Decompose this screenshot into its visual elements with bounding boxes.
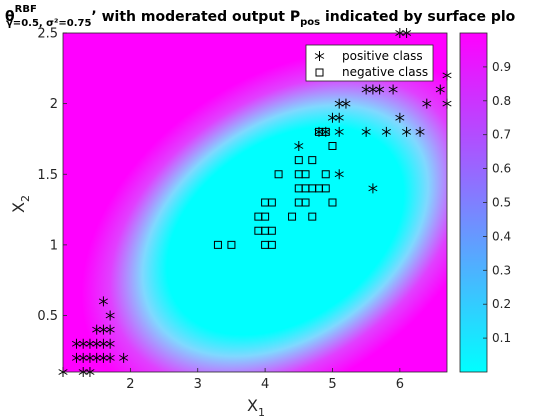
negative-point xyxy=(227,240,236,249)
positive-point xyxy=(78,338,88,349)
colorbar-tick-label: 0.8 xyxy=(492,94,511,108)
negative-point xyxy=(308,156,317,165)
positive-point xyxy=(85,338,95,349)
x-tick-label: 3 xyxy=(194,377,202,392)
positive-point xyxy=(395,112,405,123)
positive-point xyxy=(98,324,108,335)
positive-point xyxy=(98,296,108,307)
negative-point xyxy=(321,127,330,136)
positive-point xyxy=(435,84,445,95)
colorbar-tick-label: 0.5 xyxy=(492,196,511,210)
positive-point xyxy=(361,126,371,137)
y-tick-label: 1 xyxy=(50,238,58,253)
positive-point xyxy=(375,84,385,95)
x-axis: 2 3 4 5 6 xyxy=(126,368,404,392)
colorbar-tick-label: 0.3 xyxy=(492,263,511,277)
positive-point xyxy=(381,126,391,137)
positive-point xyxy=(78,352,88,363)
legend: positive class negative class xyxy=(305,44,434,82)
positive-point xyxy=(361,84,371,95)
negative-point xyxy=(267,226,276,235)
positive-point xyxy=(92,324,102,335)
positive-point xyxy=(294,141,304,151)
positive-point xyxy=(334,126,344,137)
y-tick-label: 0.5 xyxy=(37,309,58,324)
chart-title: θRBF γ=0.5, σ²=0.75’ with moderated outpu… xyxy=(5,4,516,29)
legend-negative-label: negative class xyxy=(342,65,428,79)
negative-point xyxy=(308,212,317,221)
negative-point xyxy=(328,142,337,150)
x-tick-label: 6 xyxy=(396,377,404,392)
x-tick-label: 4 xyxy=(261,377,269,392)
negative-point xyxy=(321,170,330,179)
y-tick-label: 1.5 xyxy=(37,168,58,183)
colorbar-tick-label: 0.4 xyxy=(492,229,511,243)
negative-point xyxy=(328,198,337,207)
y-axis: 0.5 1 1.5 2 2.5 xyxy=(37,27,67,324)
positive-point xyxy=(119,352,129,363)
negative-point xyxy=(267,240,276,249)
positive-point xyxy=(368,183,378,194)
legend-positive-marker xyxy=(314,51,325,61)
colorbar xyxy=(459,32,488,373)
positive-point xyxy=(92,338,102,349)
colorbar-ticks: 0.1 0.2 0.3 0.4 0.5 0.6 0.7 0.8 0.9 xyxy=(483,60,511,345)
positive-point xyxy=(327,112,338,123)
colorbar-tick-label: 0.6 xyxy=(492,162,511,176)
positive-point xyxy=(98,352,108,363)
positive-point xyxy=(98,338,108,349)
positive-point xyxy=(105,338,115,349)
positive-point xyxy=(334,98,344,109)
y-tick-label: 2.5 xyxy=(37,27,58,42)
legend-box xyxy=(305,44,434,82)
y-tick-label: 2 xyxy=(50,97,58,112)
negative-point xyxy=(301,198,310,207)
colorbar-tick-label: 0.1 xyxy=(492,331,511,345)
positive-point xyxy=(415,126,425,137)
positive-point xyxy=(422,98,432,109)
legend-negative-marker xyxy=(315,68,324,77)
positive-point xyxy=(85,352,95,363)
y-axis-label: X2 xyxy=(9,195,32,213)
colorbar-tick-label: 0.7 xyxy=(492,128,511,142)
x-axis-label: X1 xyxy=(247,396,265,419)
negative-point xyxy=(294,156,303,165)
legend-positive-label: positive class xyxy=(342,49,423,63)
positive-point xyxy=(334,169,344,180)
colorbar-tick-label: 0.2 xyxy=(492,297,511,311)
positive-point xyxy=(402,126,412,137)
negative-point xyxy=(321,184,330,193)
negative-point xyxy=(288,212,297,221)
negative-point xyxy=(213,240,222,249)
x-tick-label: 2 xyxy=(126,377,134,392)
negative-point xyxy=(267,198,276,207)
positive-point xyxy=(71,352,82,363)
positive-point xyxy=(368,84,378,95)
colorbar-tick-label: 0.9 xyxy=(492,60,511,74)
negative-point xyxy=(274,170,283,179)
positive-point xyxy=(105,324,115,335)
plot-frame xyxy=(62,32,448,373)
positive-point xyxy=(105,310,115,321)
positive-point xyxy=(341,98,351,109)
x-tick-label: 5 xyxy=(328,377,336,392)
negative-point xyxy=(261,212,270,221)
positive-point xyxy=(71,338,82,349)
negative-point xyxy=(301,170,310,179)
positive-point xyxy=(388,84,398,95)
positive-point xyxy=(334,112,344,123)
positive-point xyxy=(105,352,115,363)
positive-point xyxy=(92,352,102,363)
